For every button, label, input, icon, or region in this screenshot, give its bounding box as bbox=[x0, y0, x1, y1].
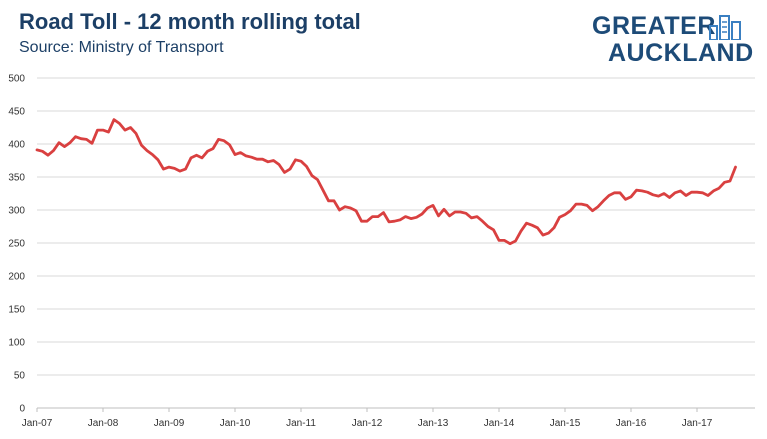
logo-text-line2: AUCKLAND bbox=[608, 39, 754, 67]
x-tick-label: Jan-15 bbox=[550, 418, 581, 429]
x-tick-label: Jan-10 bbox=[220, 418, 251, 429]
y-tick-label: 350 bbox=[8, 173, 25, 184]
y-tick-label: 450 bbox=[8, 107, 25, 118]
x-tick-label: Jan-16 bbox=[616, 418, 647, 429]
x-tick-label: Jan-11 bbox=[286, 418, 316, 429]
y-tick-label: 150 bbox=[8, 305, 25, 316]
logo-text-line1: GREATER bbox=[592, 12, 716, 40]
y-axis: 0 50 100 150 200 250 300 350 400 450 500 bbox=[8, 74, 25, 415]
y-tick-label: 400 bbox=[8, 140, 25, 151]
chart-title: Road Toll - 12 month rolling total bbox=[19, 9, 361, 34]
y-tick-label: 500 bbox=[8, 74, 25, 85]
y-tick-label: 100 bbox=[8, 338, 25, 349]
gridlines bbox=[37, 77, 755, 409]
x-axis: Jan-07 Jan-08 Jan-09 Jan-10 Jan-11 Jan-12 Jan-… bbox=[22, 407, 755, 429]
x-tick-label: Jan-13 bbox=[418, 418, 449, 429]
y-tick-label: 200 bbox=[8, 272, 25, 283]
y-tick-label: 0 bbox=[19, 404, 25, 415]
y-tick-label: 250 bbox=[8, 239, 25, 250]
y-tick-label: 300 bbox=[8, 206, 25, 217]
x-tick-label: Jan-12 bbox=[352, 418, 383, 429]
x-tick-label: Jan-17 bbox=[682, 418, 713, 429]
chart-subtitle: Source: Ministry of Transport bbox=[19, 39, 224, 56]
x-tick-label: Jan-07 bbox=[22, 418, 53, 429]
series-layer bbox=[35, 118, 737, 246]
series-line-0 bbox=[35, 118, 737, 246]
y-tick-label: 50 bbox=[14, 371, 26, 382]
x-tick-label: Jan-08 bbox=[88, 418, 119, 429]
greater-auckland-logo: GREATER AUCKLAND bbox=[588, 12, 754, 68]
x-tick-label: Jan-14 bbox=[484, 418, 515, 429]
x-tick-label: Jan-09 bbox=[154, 418, 185, 429]
city-buildings-icon bbox=[709, 15, 741, 40]
